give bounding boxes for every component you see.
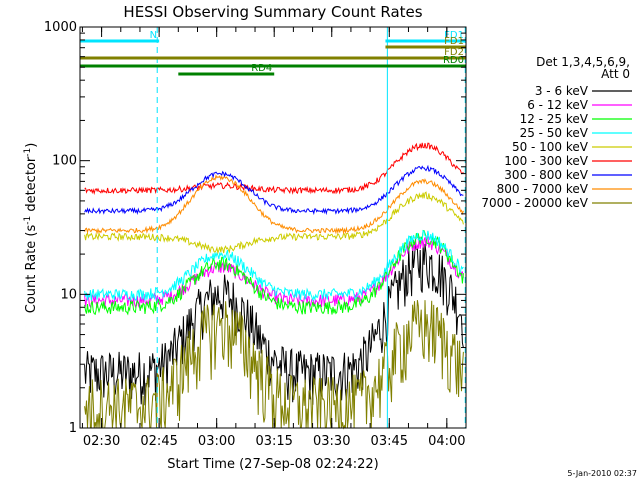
x-tick-label-2: 02:45 [140,434,177,449]
flag-label-1: N [150,30,157,41]
series-line-5 [84,191,464,255]
x-tick-label-5: 03:30 [313,434,350,449]
x-tick-label-7: 04:00 [428,434,465,449]
legend-entry-label-4: 25 - 50 keV [520,126,589,140]
y-axis-label: Count Rate (s-1 detector-1) [23,143,39,314]
legend-entry-label-5: 50 - 100 keV [512,140,589,154]
x-tick-label-4: 03:15 [255,434,292,449]
y-axis-label-sup1: -1 [23,216,33,225]
legend-entry-label-9: 7000 - 20000 keV [481,196,588,210]
axes: 1 10 100 1000 02:30 02:45 03:00 03:15 03:30 03:45… [44,20,467,449]
legend-entry-label-8: 800 - 7000 keV [497,182,589,196]
series-line-1 [84,242,464,406]
x-tick-label-6: 03:45 [371,434,408,449]
series-line-7 [84,164,464,216]
y-tick-label-4: 1000 [44,20,77,35]
legend-entry-label-3: 12 - 25 keV [520,112,589,126]
y-tick-label-3: 100 [52,154,77,169]
flag-label-6: RD4 [251,63,272,74]
y-axis-label-part2: detector [24,156,39,216]
y-axis-label-part1: Count Rate (s [24,225,39,314]
date-stamp: 5-Jan-2010 02:37 [567,469,637,478]
x-tick-label-3: 03:00 [198,434,235,449]
legend-entry-label-2: 6 - 12 keV [527,98,589,112]
series-line-8 [84,174,464,235]
flag-label-4: FD2 [444,47,464,58]
legend-header-line1: Det 1,3,4,5,6,9, [536,55,630,69]
legend-header-line2: Att 0 [601,67,630,81]
series-line-4 [84,229,464,303]
x-tick-label-1: 02:30 [83,434,120,449]
x-axis-label: Start Time (27-Sep-08 02:24:22) [167,457,378,472]
y-axis-label-sup2: -1 [23,148,33,157]
flag-label-5: RD0 [443,55,464,66]
y-tick-label-1: 1 [69,421,77,436]
plot-frame [79,26,467,429]
chart-title: HESSI Observing Summary Count Rates [123,3,422,21]
flag-label-2: FD1 [444,30,464,41]
series-line-9 [84,300,464,430]
legend-entry-label-6: 100 - 300 keV [504,154,588,168]
y-axis-label-part3: ) [24,143,39,148]
legend-entry-label-1: 3 - 6 keV [535,84,589,98]
y-tick-label-2: 10 [60,287,77,302]
legend-entry-label-7: 300 - 800 keV [504,168,588,182]
series-line-6 [84,142,464,196]
flag-label-3: FD1 [444,36,464,47]
series-line-3 [84,230,464,316]
